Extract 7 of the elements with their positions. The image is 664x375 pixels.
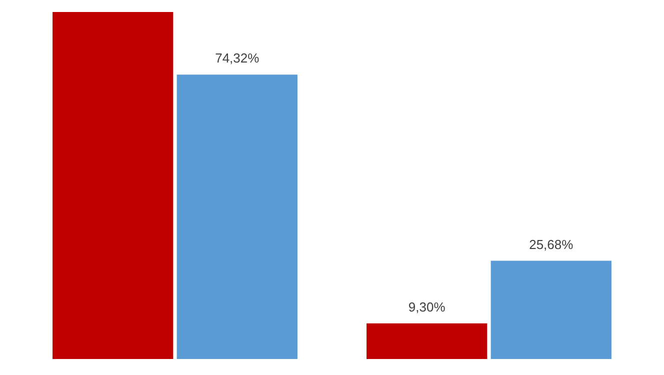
bar [176, 74, 298, 359]
bar [52, 12, 174, 359]
bar [490, 260, 612, 359]
data-label: 74,32% [215, 50, 260, 66]
bar [366, 323, 488, 359]
data-label: 9,30% [408, 299, 446, 314]
data-label: 25,68% [529, 236, 574, 252]
